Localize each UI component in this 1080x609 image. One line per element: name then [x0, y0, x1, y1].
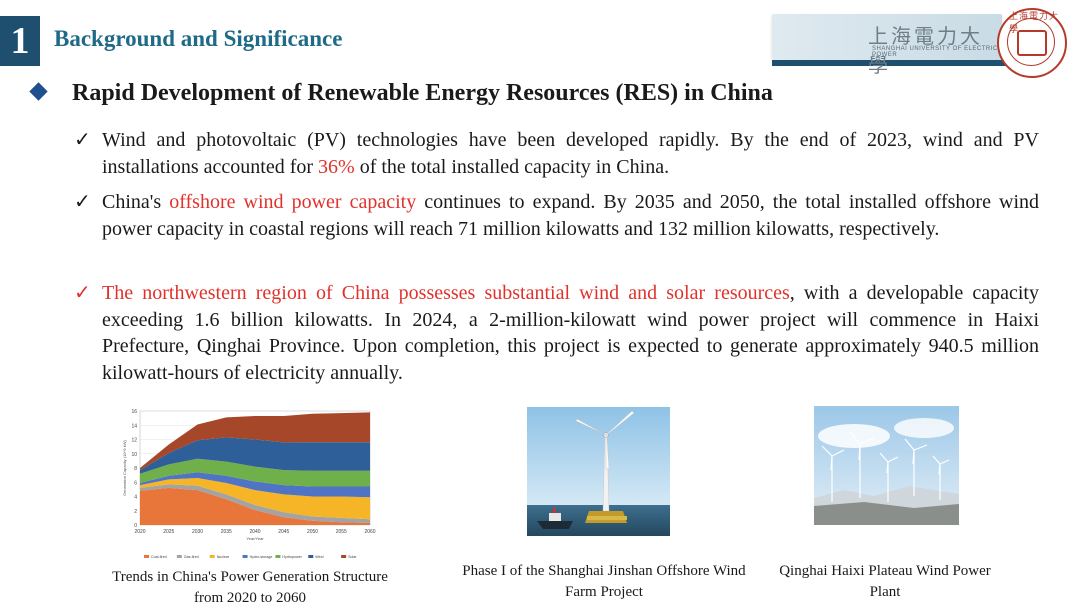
power-structure-chart: 0 2 4 6 8 10 12 14 16 2020 2025 2030 2035 2040 2045 205… [118, 405, 380, 573]
legend-swatch [308, 555, 314, 558]
highlight-segment: offshore wind power capacity [169, 191, 417, 213]
legend-label: Hydropower [282, 555, 302, 559]
x-tick-label: 2055 [336, 529, 347, 535]
plateau-wind-plant-image [814, 406, 959, 525]
y-tick-label: 12 [131, 438, 137, 444]
text-segment: of the total installed capacity in China… [354, 155, 670, 178]
y-tick-label: 10 [131, 452, 137, 458]
area-series-hydro-storage [140, 472, 370, 498]
y-tick-label: 8 [134, 466, 137, 472]
text-segment: China's [102, 191, 170, 213]
x-tick-label: 2040 [249, 529, 260, 535]
legend-swatch [176, 555, 182, 558]
photo1-caption: Phase I of the Shanghai Jinshan Offshore… [462, 563, 746, 600]
x-axis-label: Year/Year [246, 536, 264, 541]
x-tick-label: 2030 [192, 529, 203, 535]
area-series-nuclear [140, 478, 370, 520]
plateau-wind-plant-photo [814, 406, 959, 525]
area-series-wind [140, 437, 370, 474]
legend-label: Coal-fired [151, 555, 167, 559]
offshore-wind-turbine-image [527, 407, 670, 536]
x-tick-label: 2025 [163, 529, 174, 535]
section-number: 1 [0, 16, 40, 66]
legend-label: Hydro-storage [250, 555, 273, 559]
bullet-item-1: ✓ Wind and photovoltaic (PV) technologie… [74, 127, 1039, 180]
y-tick-label: 14 [131, 423, 137, 429]
text-segment: , with a developable capacity exceeding … [102, 282, 1039, 384]
area-series-coal-fired [140, 487, 370, 525]
slide-heading: Rapid Development of Renewable Energy Re… [72, 80, 773, 106]
bullet-text: The northwestern region of China possess… [102, 280, 1039, 386]
slide-header: 1 Background and Significance 上海電力大學 SHA… [0, 8, 1080, 78]
photo2-caption: Qinghai Haixi Plateau Wind Power Plant [779, 563, 991, 600]
university-logo-subtitle: SHANGHAI UNIVERSITY OF ELECTRIC POWER [872, 46, 998, 58]
seal-core-emblem [1017, 30, 1047, 56]
highlight-segment: The northwestern region of China possess… [102, 282, 790, 304]
y-tick-label: 0 [134, 523, 137, 529]
legend-label: Wind [315, 555, 323, 559]
y-tick-label: 16 [131, 409, 137, 415]
check-icon: ✓ [74, 129, 91, 151]
text-segment: Wind and photovoltaic (PV) technologies … [102, 129, 1039, 178]
x-tick-label: 2045 [278, 529, 289, 535]
legend-label: Nuclear [217, 555, 230, 559]
legend-swatch [341, 555, 347, 558]
seal-inner-ring [1007, 18, 1055, 66]
text-segment: continues to expand. By 2035 and 2050, t… [102, 191, 1040, 240]
x-tick-label: 2060 [364, 529, 375, 535]
legend-swatch [144, 555, 149, 558]
area-series-hydropower [140, 458, 370, 487]
logo-underline [772, 60, 1012, 66]
legend-swatch [242, 555, 248, 558]
y-tick-label: 6 [134, 480, 137, 486]
bullet-text: China's offshore wind power capacity con… [102, 189, 1039, 242]
legend-label: Solar [348, 555, 357, 559]
university-seal-icon: 上海電力大學 [997, 8, 1067, 78]
area-series-solar [140, 412, 370, 471]
check-icon: ✓ [74, 191, 91, 213]
university-logo-band: 上海電力大學 SHANGHAI UNIVERSITY OF ELECTRIC P… [772, 14, 1012, 77]
y-tick-label: 4 [134, 495, 137, 501]
area-chart-svg: 0 2 4 6 8 10 12 14 16 2020 2025 2030 2035 2040 2045 205… [122, 409, 376, 559]
highlight-segment: 36% [318, 155, 355, 178]
x-tick-label: 2020 [134, 529, 145, 535]
legend-swatch [275, 555, 281, 558]
x-tick-label: 2035 [221, 529, 232, 535]
bullet-item-3: ✓ The northwestern region of China posse… [74, 280, 1039, 386]
check-icon: ✓ [74, 282, 91, 304]
legend-swatch [209, 555, 215, 558]
section-title: Background and Significance [54, 26, 343, 51]
offshore-wind-turbine-photo [527, 407, 670, 536]
y-axis-label: Generation Capacity (10^9 kW) [122, 439, 127, 495]
chart-caption: Trends in China's Power Generation Struc… [112, 569, 388, 606]
diamond-bullet-icon [29, 82, 48, 101]
bullet-item-2: ✓ China's offshore wind power capacity c… [74, 189, 1039, 242]
bullet-text: Wind and photovoltaic (PV) technologies … [102, 127, 1039, 180]
area-series-gas-fired [140, 484, 370, 523]
x-tick-label: 2050 [307, 529, 318, 535]
legend-label: Gas-fired [184, 555, 199, 559]
university-logo-text: 上海電力大學 [868, 24, 983, 77]
y-tick-label: 2 [134, 509, 137, 515]
seal-text: 上海電力大學 [1009, 12, 1060, 35]
